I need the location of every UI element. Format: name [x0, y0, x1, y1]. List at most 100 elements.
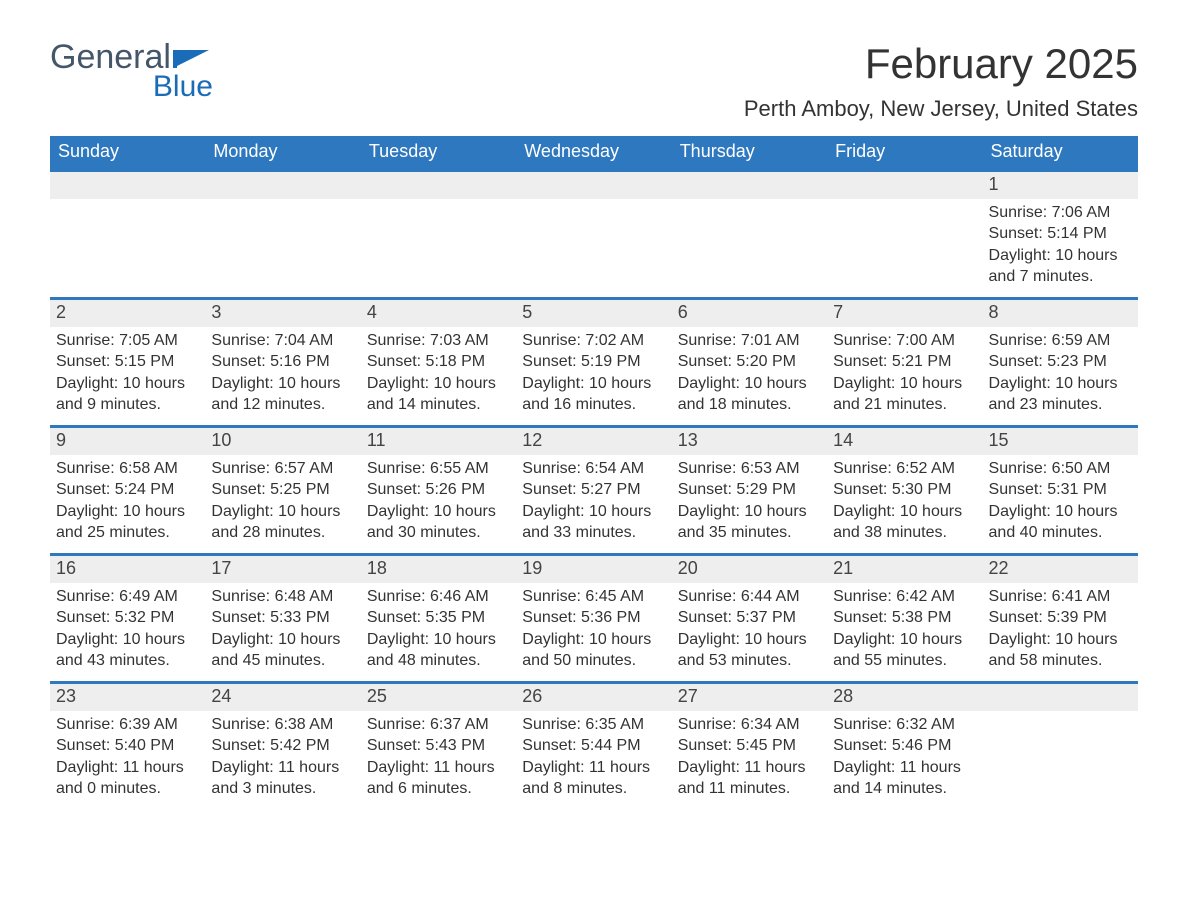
calendar-day-cell: 27Sunrise: 6:34 AMSunset: 5:45 PMDayligh… — [672, 683, 827, 811]
sunset-value: 5:37 PM — [736, 609, 796, 626]
calendar-day-cell: 23Sunrise: 6:39 AMSunset: 5:40 PMDayligh… — [50, 683, 205, 811]
day-number: 26 — [516, 684, 671, 711]
day-number: 13 — [672, 428, 827, 455]
day-number: 1 — [983, 172, 1138, 199]
sunset-line: Sunset: 5:42 PM — [211, 735, 354, 757]
daylight-line: Daylight: 11 hours and 8 minutes. — [522, 757, 665, 800]
daylight-line: Daylight: 10 hours and 12 minutes. — [211, 373, 354, 416]
sunset-line: Sunset: 5:46 PM — [833, 735, 976, 757]
day-details: Sunrise: 6:41 AMSunset: 5:39 PMDaylight:… — [983, 583, 1138, 678]
sunset-line: Sunset: 5:30 PM — [833, 479, 976, 501]
sunset-value: 5:35 PM — [426, 609, 486, 626]
daylight-value: 10 hours and 21 minutes. — [833, 375, 962, 414]
weekday-header: Friday — [827, 136, 982, 171]
daylight-line: Daylight: 10 hours and 35 minutes. — [678, 501, 821, 544]
calendar-day-cell: 11Sunrise: 6:55 AMSunset: 5:26 PMDayligh… — [361, 427, 516, 555]
month-title: February 2025 — [744, 40, 1138, 88]
day-number: 12 — [516, 428, 671, 455]
calendar-day-cell: 24Sunrise: 6:38 AMSunset: 5:42 PMDayligh… — [205, 683, 360, 811]
calendar-empty-cell — [516, 171, 671, 299]
sunset-value: 5:20 PM — [736, 353, 796, 370]
day-number: 19 — [516, 556, 671, 583]
day-details: Sunrise: 6:45 AMSunset: 5:36 PMDaylight:… — [516, 583, 671, 678]
daylight-line: Daylight: 10 hours and 7 minutes. — [989, 245, 1132, 288]
sunset-line: Sunset: 5:44 PM — [522, 735, 665, 757]
day-number: 28 — [827, 684, 982, 711]
daylight-value: 10 hours and 35 minutes. — [678, 503, 807, 542]
daylight-line: Daylight: 10 hours and 45 minutes. — [211, 629, 354, 672]
daylight-value: 11 hours and 0 minutes. — [56, 759, 184, 798]
calendar-day-cell: 13Sunrise: 6:53 AMSunset: 5:29 PMDayligh… — [672, 427, 827, 555]
day-details: Sunrise: 6:35 AMSunset: 5:44 PMDaylight:… — [516, 711, 671, 806]
calendar-empty-cell — [983, 683, 1138, 811]
sunrise-line: Sunrise: 6:46 AM — [367, 586, 510, 608]
sunrise-value: 6:45 AM — [585, 588, 644, 605]
day-details: Sunrise: 6:39 AMSunset: 5:40 PMDaylight:… — [50, 711, 205, 806]
sunset-value: 5:39 PM — [1047, 609, 1107, 626]
day-details: Sunrise: 6:42 AMSunset: 5:38 PMDaylight:… — [827, 583, 982, 678]
day-number: 24 — [205, 684, 360, 711]
title-block: February 2025 Perth Amboy, New Jersey, U… — [744, 40, 1138, 122]
sunrise-line: Sunrise: 6:52 AM — [833, 458, 976, 480]
day-details: Sunrise: 6:37 AMSunset: 5:43 PMDaylight:… — [361, 711, 516, 806]
daylight-line: Daylight: 10 hours and 28 minutes. — [211, 501, 354, 544]
sunset-line: Sunset: 5:40 PM — [56, 735, 199, 757]
day-details: Sunrise: 6:53 AMSunset: 5:29 PMDaylight:… — [672, 455, 827, 550]
sunrise-line: Sunrise: 6:57 AM — [211, 458, 354, 480]
daylight-line: Daylight: 10 hours and 14 minutes. — [367, 373, 510, 416]
daylight-line: Daylight: 11 hours and 11 minutes. — [678, 757, 821, 800]
daylight-line: Daylight: 10 hours and 48 minutes. — [367, 629, 510, 672]
calendar-week-row: 9Sunrise: 6:58 AMSunset: 5:24 PMDaylight… — [50, 427, 1138, 555]
weekday-header: Wednesday — [516, 136, 671, 171]
calendar-day-cell: 10Sunrise: 6:57 AMSunset: 5:25 PMDayligh… — [205, 427, 360, 555]
day-details: Sunrise: 6:50 AMSunset: 5:31 PMDaylight:… — [983, 455, 1138, 550]
daylight-line: Daylight: 10 hours and 18 minutes. — [678, 373, 821, 416]
daylight-line: Daylight: 10 hours and 16 minutes. — [522, 373, 665, 416]
sunrise-line: Sunrise: 6:35 AM — [522, 714, 665, 736]
daylight-value: 10 hours and 45 minutes. — [211, 631, 340, 670]
sunset-line: Sunset: 5:36 PM — [522, 607, 665, 629]
daylight-value: 10 hours and 53 minutes. — [678, 631, 807, 670]
sunrise-value: 6:57 AM — [275, 460, 334, 477]
calendar-day-cell: 8Sunrise: 6:59 AMSunset: 5:23 PMDaylight… — [983, 299, 1138, 427]
sunrise-value: 7:01 AM — [741, 332, 800, 349]
sunrise-value: 7:03 AM — [430, 332, 489, 349]
calendar-day-cell: 21Sunrise: 6:42 AMSunset: 5:38 PMDayligh… — [827, 555, 982, 683]
day-number: 20 — [672, 556, 827, 583]
sunset-line: Sunset: 5:26 PM — [367, 479, 510, 501]
day-details: Sunrise: 6:44 AMSunset: 5:37 PMDaylight:… — [672, 583, 827, 678]
calendar-day-cell: 9Sunrise: 6:58 AMSunset: 5:24 PMDaylight… — [50, 427, 205, 555]
calendar-weekday-header: SundayMondayTuesdayWednesdayThursdayFrid… — [50, 136, 1138, 171]
daylight-value: 10 hours and 16 minutes. — [522, 375, 651, 414]
sunrise-value: 6:32 AM — [896, 716, 955, 733]
day-number: 5 — [516, 300, 671, 327]
daylight-value: 11 hours and 11 minutes. — [678, 759, 806, 798]
sunrise-value: 7:06 AM — [1052, 204, 1111, 221]
calendar-day-cell: 4Sunrise: 7:03 AMSunset: 5:18 PMDaylight… — [361, 299, 516, 427]
weekday-header: Thursday — [672, 136, 827, 171]
calendar-day-cell: 16Sunrise: 6:49 AMSunset: 5:32 PMDayligh… — [50, 555, 205, 683]
day-number: 2 — [50, 300, 205, 327]
sunrise-value: 7:04 AM — [275, 332, 334, 349]
daylight-value: 10 hours and 38 minutes. — [833, 503, 962, 542]
sunset-value: 5:18 PM — [426, 353, 486, 370]
day-details — [361, 199, 516, 279]
calendar-day-cell: 6Sunrise: 7:01 AMSunset: 5:20 PMDaylight… — [672, 299, 827, 427]
day-details: Sunrise: 6:54 AMSunset: 5:27 PMDaylight:… — [516, 455, 671, 550]
sunrise-value: 6:55 AM — [430, 460, 489, 477]
day-details: Sunrise: 6:48 AMSunset: 5:33 PMDaylight:… — [205, 583, 360, 678]
sunset-line: Sunset: 5:37 PM — [678, 607, 821, 629]
calendar-day-cell: 15Sunrise: 6:50 AMSunset: 5:31 PMDayligh… — [983, 427, 1138, 555]
day-details: Sunrise: 6:46 AMSunset: 5:35 PMDaylight:… — [361, 583, 516, 678]
sunset-value: 5:45 PM — [736, 737, 796, 754]
day-number: 21 — [827, 556, 982, 583]
day-details: Sunrise: 6:49 AMSunset: 5:32 PMDaylight:… — [50, 583, 205, 678]
day-details: Sunrise: 7:01 AMSunset: 5:20 PMDaylight:… — [672, 327, 827, 422]
sunrise-line: Sunrise: 7:03 AM — [367, 330, 510, 352]
day-details: Sunrise: 6:59 AMSunset: 5:23 PMDaylight:… — [983, 327, 1138, 422]
calendar-day-cell: 1Sunrise: 7:06 AMSunset: 5:14 PMDaylight… — [983, 171, 1138, 299]
daylight-line: Daylight: 10 hours and 55 minutes. — [833, 629, 976, 672]
day-number: 18 — [361, 556, 516, 583]
sunrise-value: 6:48 AM — [275, 588, 334, 605]
calendar-empty-cell — [361, 171, 516, 299]
